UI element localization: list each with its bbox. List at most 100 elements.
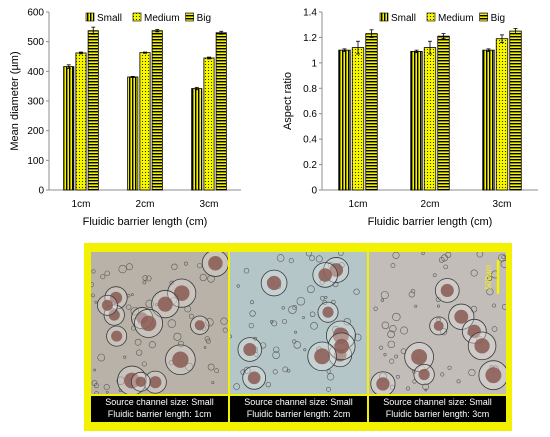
small-bubble bbox=[292, 305, 298, 310]
spheroid-core bbox=[433, 320, 444, 331]
small-bubble bbox=[230, 334, 233, 339]
small-bubble bbox=[378, 345, 384, 350]
small-bubble bbox=[353, 288, 360, 295]
small-bubble bbox=[387, 340, 396, 349]
small-bubble bbox=[169, 280, 174, 286]
legend-label: Big bbox=[491, 13, 505, 24]
small-bubble bbox=[97, 353, 106, 362]
legend-label: Medium bbox=[144, 13, 180, 24]
small-bubble bbox=[326, 386, 331, 392]
micrograph-image-1cm bbox=[91, 252, 228, 394]
small-bubble bbox=[390, 263, 396, 268]
small-bubble bbox=[380, 298, 385, 302]
small-bubble bbox=[118, 264, 127, 274]
spheroid-core bbox=[440, 283, 454, 298]
small-bubble bbox=[456, 379, 461, 384]
small-bubble bbox=[272, 351, 280, 359]
small-bubble bbox=[281, 306, 285, 310]
y-tick-label: 400 bbox=[27, 67, 44, 78]
legend-swatch bbox=[426, 12, 436, 22]
small-bubble bbox=[447, 365, 452, 370]
small-bubble bbox=[438, 256, 445, 263]
micrograph-image-3cm: 500μm bbox=[369, 252, 506, 394]
small-bubble bbox=[400, 326, 409, 335]
y-tick-label: 300 bbox=[27, 97, 44, 108]
small-bubble bbox=[292, 339, 297, 344]
small-bubble bbox=[281, 319, 287, 324]
spheroid-core bbox=[454, 309, 469, 324]
spheroid-core bbox=[140, 315, 157, 332]
small-bubble bbox=[233, 383, 240, 390]
small-bubble bbox=[105, 390, 109, 394]
mean-diameter-chart: 0 100 200 300 400 500 600 1cm 2cm 3cm Fluidic barr… bbox=[9, 8, 241, 228]
spheroid-core bbox=[247, 371, 261, 385]
small-bubble bbox=[410, 288, 416, 294]
small-bubble bbox=[199, 273, 207, 282]
small-bubble bbox=[476, 252, 484, 258]
bar bbox=[87, 30, 99, 191]
small-bubble bbox=[392, 312, 401, 322]
bar bbox=[338, 49, 351, 191]
legend-swatch bbox=[85, 12, 95, 22]
small-bubble bbox=[440, 328, 448, 336]
small-bubble bbox=[307, 285, 315, 294]
x-tick-label: 1cm bbox=[72, 199, 91, 210]
small-bubble bbox=[501, 255, 506, 260]
spheroid-core bbox=[109, 291, 123, 305]
small-bubble bbox=[220, 317, 228, 325]
small-bubble bbox=[136, 349, 143, 356]
small-bubble bbox=[492, 303, 496, 308]
legend-swatch bbox=[132, 12, 142, 22]
legend-label: Small bbox=[391, 13, 416, 24]
spheroid-core bbox=[111, 330, 123, 342]
scale-bar-label: 500μm bbox=[484, 264, 493, 289]
small-bubble bbox=[188, 313, 194, 319]
caption-line: Fluidic barrier length: 3cm bbox=[385, 409, 490, 419]
small-bubble bbox=[125, 263, 133, 271]
spheroid-core bbox=[318, 268, 332, 282]
small-bubble bbox=[501, 304, 506, 310]
small-bubble bbox=[353, 333, 362, 342]
y-tick-label: 600 bbox=[27, 8, 44, 19]
small-bubble bbox=[142, 275, 148, 281]
spheroid-core bbox=[157, 296, 173, 312]
small-bubble bbox=[282, 366, 289, 373]
spheroid-core bbox=[108, 309, 120, 321]
small-bubble bbox=[373, 306, 378, 311]
small-bubble bbox=[249, 310, 256, 317]
bar bbox=[410, 51, 423, 191]
small-bubble bbox=[286, 368, 291, 373]
y-tick-label: 1.4 bbox=[303, 8, 317, 19]
caption-line: Source channel size: Small bbox=[244, 397, 353, 407]
y-tick-label: 0.2 bbox=[303, 160, 317, 171]
bar bbox=[351, 47, 365, 191]
spheroid-core bbox=[173, 285, 190, 301]
small-bubble bbox=[130, 293, 134, 296]
small-bubble bbox=[326, 369, 331, 374]
small-bubble bbox=[486, 288, 494, 296]
small-bubble bbox=[309, 255, 315, 261]
bar bbox=[139, 52, 151, 191]
y-tick-label: 1.2 bbox=[303, 33, 317, 44]
micrograph-background bbox=[91, 252, 228, 394]
small-bubble bbox=[422, 383, 430, 391]
small-bubble bbox=[103, 384, 110, 391]
small-bubble bbox=[491, 326, 498, 332]
spheroid-core bbox=[334, 338, 350, 354]
micrograph-svg: 500μm bbox=[369, 252, 506, 394]
small-bubble bbox=[272, 369, 278, 375]
small-bubble bbox=[414, 304, 418, 308]
small-bubble bbox=[177, 340, 185, 348]
legend-label: Big bbox=[197, 13, 211, 24]
legend-label: Small bbox=[97, 13, 122, 24]
small-bubble bbox=[148, 341, 156, 349]
y-tick-label: 0.4 bbox=[303, 135, 317, 146]
small-bubble bbox=[435, 296, 441, 302]
small-bubble bbox=[142, 280, 147, 285]
spheroid-core bbox=[172, 351, 189, 368]
bar bbox=[215, 32, 227, 191]
small-bubble bbox=[381, 321, 390, 330]
small-bubble bbox=[183, 261, 188, 266]
x-tick-label: 3cm bbox=[493, 199, 512, 210]
small-bubble bbox=[406, 386, 411, 391]
